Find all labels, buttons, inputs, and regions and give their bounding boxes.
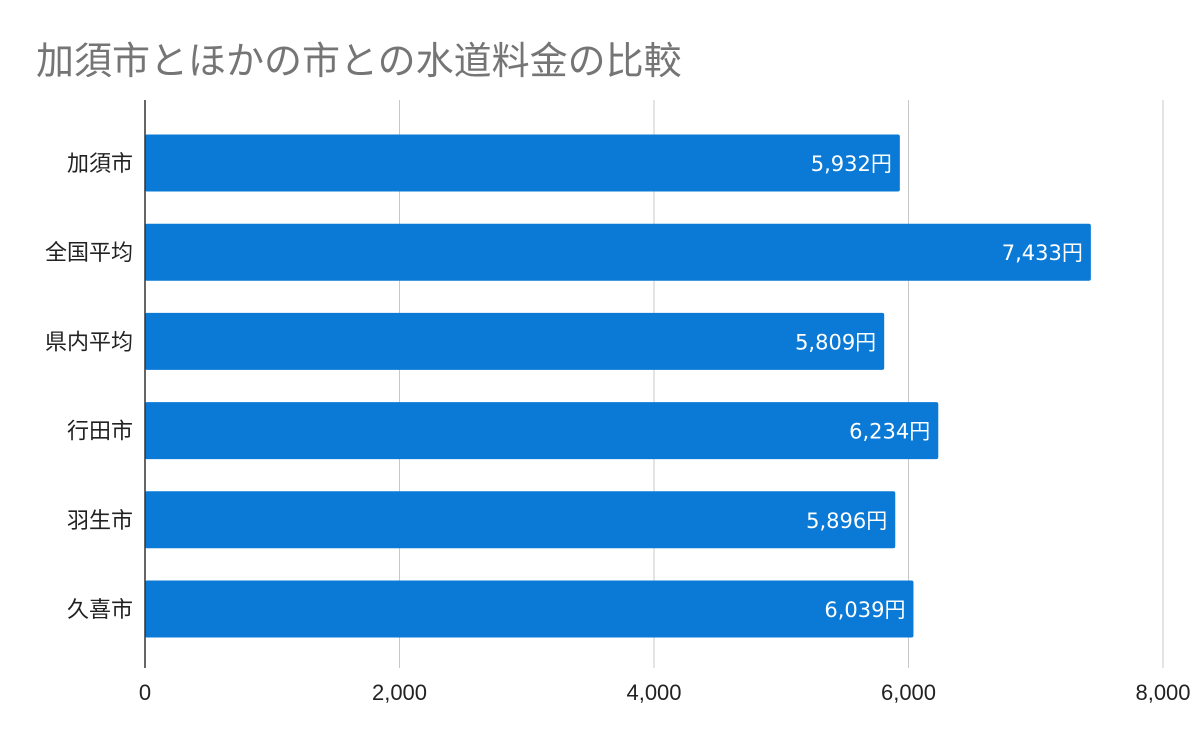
category-label-5: 久喜市	[67, 598, 133, 623]
data-label-3: 6,234円	[849, 420, 930, 444]
data-label-0: 5,932円	[811, 152, 892, 176]
x-tick-label-2: 4,000	[626, 680, 681, 705]
bar-0	[145, 134, 900, 192]
bar-5	[145, 580, 914, 638]
data-label-5: 6,039円	[824, 598, 905, 622]
x-tick-label-0: 0	[139, 680, 151, 705]
x-tick-label-4: 8,000	[1135, 680, 1190, 705]
bar-2	[145, 312, 885, 370]
chart-title: 加須市とほかの市との水道料金の比較	[36, 39, 682, 83]
x-tick-label-3: 6,000	[881, 680, 936, 705]
bar-3	[145, 402, 939, 460]
data-label-1: 7,433円	[1002, 241, 1083, 265]
bar-1	[145, 223, 1091, 281]
category-label-0: 加須市	[67, 152, 133, 177]
x-tick-label-1: 2,000	[372, 680, 427, 705]
category-label-3: 行田市	[67, 420, 133, 445]
category-label-2: 県内平均	[45, 330, 133, 355]
category-label-1: 全国平均	[45, 241, 133, 266]
data-label-2: 5,809円	[795, 330, 876, 354]
bar-4	[145, 491, 896, 549]
data-label-4: 5,896円	[806, 509, 887, 533]
category-label-4: 羽生市	[67, 509, 133, 534]
